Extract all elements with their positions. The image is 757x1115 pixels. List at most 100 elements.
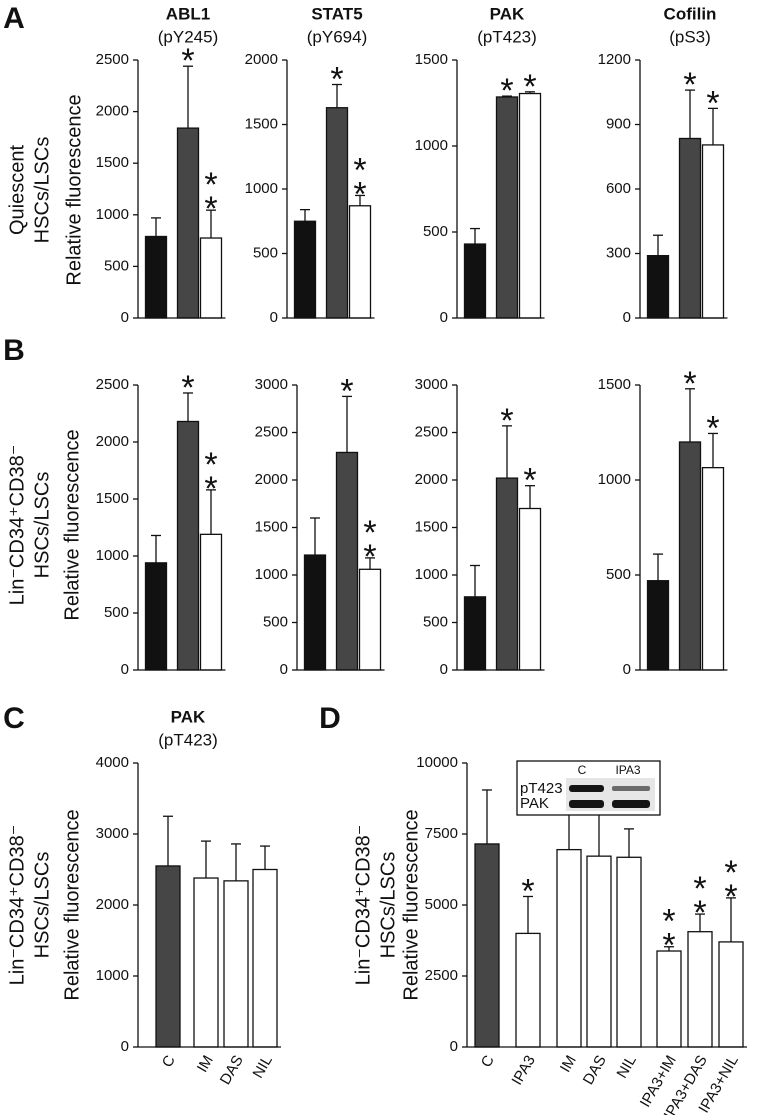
y-tick-label: 900	[606, 115, 631, 132]
y-tick-label: 3000	[96, 825, 129, 842]
bar	[646, 580, 670, 671]
y-axis-label: Relative fluorescence	[61, 429, 83, 620]
significance: **	[351, 514, 389, 562]
y-tick-label: 1500	[96, 490, 129, 507]
y-tick-label: 500	[263, 613, 288, 630]
bar	[155, 865, 181, 1048]
y-tick-label: 1500	[598, 376, 631, 393]
significance: *	[511, 462, 549, 486]
panel-letter: D	[319, 702, 341, 735]
significance: *	[511, 68, 549, 92]
blot-column-label: C	[578, 763, 587, 777]
bar	[495, 477, 519, 671]
y-tick-label: 2000	[255, 471, 288, 488]
blot-band	[612, 800, 650, 808]
blot-band	[569, 785, 604, 792]
significance: **	[681, 870, 719, 918]
y-tick-label: 2500	[96, 51, 129, 68]
significance: **	[192, 446, 230, 494]
bar	[463, 596, 487, 671]
y-tick-label: 1000	[255, 566, 288, 583]
significance: *	[169, 42, 207, 66]
chart-subtitle: (pY694)	[307, 27, 367, 46]
y-tick-label: 1000	[598, 471, 631, 488]
significance: **	[712, 854, 750, 902]
bar	[144, 562, 168, 671]
y-tick-label: 7500	[425, 825, 458, 842]
blot-column-label: IPA3	[615, 763, 640, 777]
x-tick-label: IM	[557, 1052, 580, 1075]
y-tick-label: 2500	[96, 376, 129, 393]
y-tick-label: 0	[270, 309, 278, 326]
significance: *	[694, 409, 732, 433]
y-tick-label: 500	[104, 257, 129, 274]
y-axis-label: Relative fluorescence	[63, 94, 85, 285]
chart: Cofilin (pS3) 0 300 600 900 1200 **	[598, 4, 732, 325]
y-tick-label: 1500	[96, 154, 129, 171]
chart-title: PAK	[490, 4, 525, 23]
blot-band	[569, 800, 604, 808]
row-label: HSCs/LSCs	[31, 137, 53, 244]
row-label: HSCs/LSCs	[377, 852, 399, 959]
bar	[518, 507, 542, 671]
y-tick-label: 2500	[255, 423, 288, 440]
chart: PAK (pT423) 0 500 1000 1500 **	[415, 4, 549, 325]
y-tick-label: 5000	[425, 896, 458, 913]
bar	[556, 848, 582, 1048]
bar	[199, 533, 223, 671]
y-tick-label: 1500	[415, 51, 448, 68]
y-tick-label: 2000	[96, 103, 129, 120]
chart-title: ABL1	[166, 4, 210, 23]
bar	[176, 127, 200, 319]
chart: 0 500 1000 1500 2000 2500 3000 * *	[415, 376, 549, 678]
bar	[586, 855, 612, 1048]
y-tick-label: 1000	[415, 137, 448, 154]
chart-title: STAT5	[311, 4, 362, 23]
bar	[515, 932, 541, 1048]
y-tick-label: 500	[104, 604, 129, 621]
significance: *	[318, 61, 356, 85]
y-tick-label: 500	[253, 244, 278, 261]
bar	[325, 107, 349, 319]
y-tick-label: 4000	[96, 754, 129, 771]
chart-subtitle: (pY245)	[158, 27, 218, 46]
bar	[495, 96, 519, 319]
y-tick-label: 1500	[415, 518, 448, 535]
row-label: Quiescent	[6, 145, 28, 235]
y-tick-label: 0	[121, 661, 129, 678]
y-tick-label: 1000	[96, 967, 129, 984]
significance: **	[341, 151, 379, 199]
y-tick-label: 2000	[96, 433, 129, 450]
significance: *	[671, 66, 709, 90]
significance: **	[192, 166, 230, 214]
y-tick-label: 10000	[416, 754, 458, 771]
y-tick-label: 1000	[96, 206, 129, 223]
bar	[518, 92, 542, 319]
y-axis-label: Relative fluorescence	[61, 809, 83, 1000]
y-tick-label: 500	[423, 223, 448, 240]
bar	[293, 220, 317, 319]
row-label: Lin⁻CD34⁺CD38⁻	[6, 825, 28, 986]
row-label: HSCs/LSCs	[31, 472, 53, 579]
y-tick-label: 0	[440, 309, 448, 326]
bar	[616, 856, 642, 1048]
significance: *	[509, 872, 547, 896]
bar	[678, 441, 702, 671]
panel-letter: A	[3, 2, 25, 35]
y-tick-label: 2500	[415, 423, 448, 440]
significance: *	[328, 372, 366, 396]
bar	[646, 254, 670, 319]
bar	[199, 237, 223, 319]
y-tick-label: 300	[606, 244, 631, 261]
bar	[358, 568, 382, 671]
chart-title: PAK	[171, 707, 206, 726]
blot-row-label: pT423	[520, 780, 563, 797]
y-tick-label: 1500	[245, 115, 278, 132]
y-tick-label: 0	[623, 661, 631, 678]
